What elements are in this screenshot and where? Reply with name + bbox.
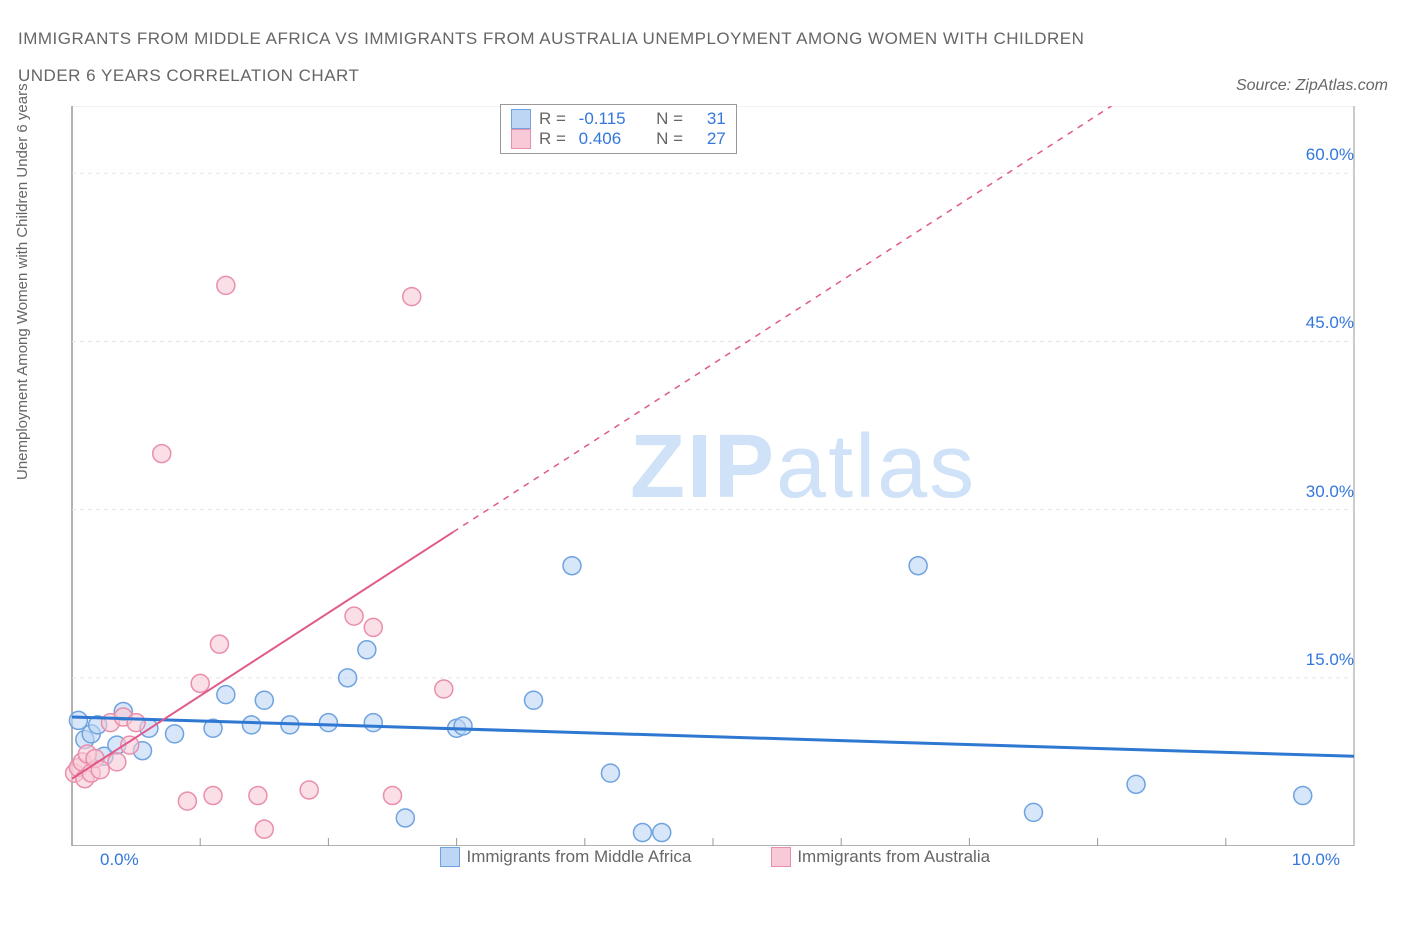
legend-swatch [771, 847, 791, 867]
legend-label: Immigrants from Middle Africa [466, 847, 691, 867]
legend-swatch [440, 847, 460, 867]
stats-n-label: N = [647, 129, 688, 149]
y-axis-label: Unemployment Among Women with Children U… [14, 83, 31, 480]
stats-r-label: R = [539, 129, 571, 149]
chart-title: IMMIGRANTS FROM MIDDLE AFRICA VS IMMIGRA… [18, 20, 1118, 95]
stats-r-value: 0.406 [579, 129, 639, 149]
legend-item: Immigrants from Australia [771, 847, 990, 867]
stats-swatch [511, 109, 531, 129]
x-tick-max: 10.0% [1292, 850, 1340, 870]
chart-svg [60, 106, 1360, 846]
scatter-chart: ZIPatlas R = -0.115 N = 31R = 0.406 N = … [60, 106, 1360, 874]
legend-label: Immigrants from Australia [797, 847, 990, 867]
x-tick-min: 0.0% [100, 850, 139, 870]
x-axis-legend-row: 0.0% Immigrants from Middle AfricaImmigr… [60, 847, 1360, 872]
stats-n-label: N = [647, 109, 688, 129]
stats-r-value: -0.115 [579, 109, 639, 129]
y-tick-label: 60.0% [1306, 145, 1354, 165]
stats-row: R = 0.406 N = 27 [511, 129, 726, 149]
correlation-stats-box: R = -0.115 N = 31R = 0.406 N = 27 [500, 104, 737, 154]
series-legend: Immigrants from Middle Africa Immigrants … [400, 847, 1030, 872]
stats-row: R = -0.115 N = 31 [511, 109, 726, 129]
legend-item: Immigrants from Middle Africa [440, 847, 691, 867]
y-tick-label: 30.0% [1306, 482, 1354, 502]
stats-n-value: 31 [696, 109, 726, 129]
y-tick-label: 15.0% [1306, 650, 1354, 670]
stats-r-label: R = [539, 109, 571, 129]
y-tick-label: 45.0% [1306, 313, 1354, 333]
source-attribution: Source: ZipAtlas.com [1236, 77, 1388, 95]
stats-n-value: 27 [696, 129, 726, 149]
stats-swatch [511, 129, 531, 149]
